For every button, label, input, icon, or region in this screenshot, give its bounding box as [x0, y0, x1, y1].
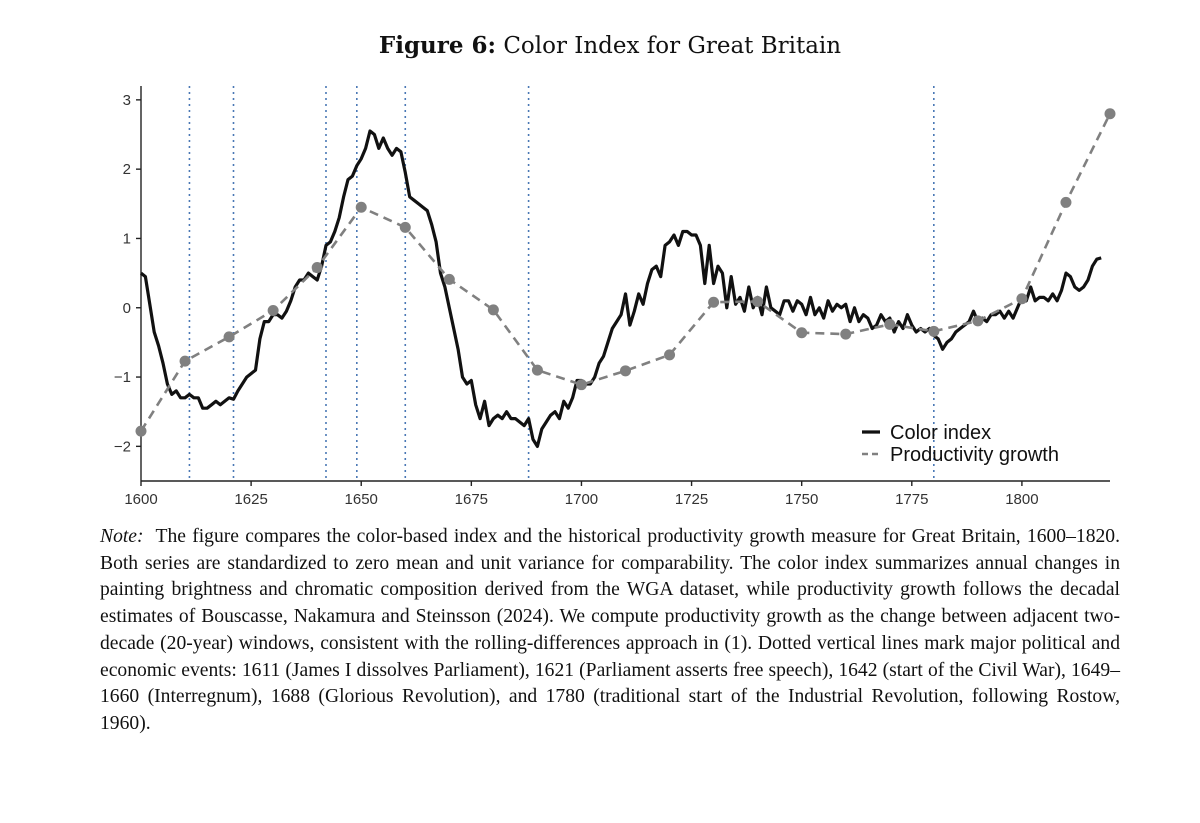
figure-title-text: Color Index for Great Britain — [503, 33, 842, 59]
productivity-point — [487, 304, 499, 316]
productivity-point — [972, 315, 984, 327]
productivity-point — [575, 379, 587, 391]
x-tick-label: 1775 — [895, 491, 928, 508]
figure-label: Figure 6: — [378, 32, 497, 59]
y-tick-label: −1 — [114, 369, 131, 386]
productivity-point — [796, 327, 808, 339]
y-tick-label: −2 — [114, 438, 131, 455]
x-tick-label: 1650 — [345, 491, 378, 508]
series-layer — [135, 108, 1116, 448]
series-line-color-index — [140, 129, 1102, 448]
productivity-point — [1060, 196, 1072, 208]
productivity-point — [311, 262, 323, 274]
x-tick-label: 1800 — [1005, 491, 1038, 508]
productivity-point — [708, 296, 720, 308]
legend-label: Color index — [890, 422, 991, 444]
y-tick-label: 2 — [123, 161, 131, 178]
productivity-point — [1016, 293, 1028, 305]
productivity-point — [840, 328, 852, 340]
x-tick-label: 1725 — [675, 491, 708, 508]
productivity-point — [267, 305, 279, 317]
legend-label: Productivity growth — [890, 444, 1059, 466]
x-tick-label: 1625 — [234, 491, 267, 508]
figure-note: Note: The figure compares the color-based… — [100, 524, 1120, 738]
productivity-point — [752, 296, 764, 308]
event-lines — [188, 86, 935, 481]
series-line-productivity-growth — [139, 113, 1112, 432]
productivity-point — [928, 325, 940, 337]
productivity-point — [1104, 108, 1116, 120]
productivity-point — [531, 364, 543, 376]
productivity-point — [355, 201, 367, 213]
axes: −2 −1 0 1 2 3 1600 1625 1650 1675 1700 1725 1750 1775… — [114, 86, 1110, 508]
productivity-point — [179, 355, 191, 367]
productivity-point — [620, 365, 631, 377]
y-tick-label: 3 — [123, 92, 131, 109]
productivity-point — [223, 331, 235, 343]
x-tick-label: 1600 — [124, 491, 157, 508]
note-label: Note: — [100, 526, 144, 547]
note-text: The figure compares the color-based inde… — [100, 526, 1120, 734]
x-tick-label: 1675 — [455, 491, 488, 508]
productivity-point — [399, 221, 411, 233]
x-tick-label: 1700 — [565, 491, 598, 508]
figure-title: Figure 6: Color Index for Great Britain — [0, 32, 1200, 59]
chart: −2 −1 0 1 2 3 1600 1625 1650 1675 1700 1725 1750 1775… — [114, 86, 1116, 508]
productivity-point — [443, 273, 455, 285]
y-tick-label: 1 — [123, 230, 131, 247]
productivity-point — [884, 318, 896, 330]
productivity-point — [664, 349, 676, 361]
productivity-point — [135, 425, 147, 437]
x-tick-label: 1750 — [785, 491, 818, 508]
y-tick-label: 0 — [123, 300, 131, 317]
